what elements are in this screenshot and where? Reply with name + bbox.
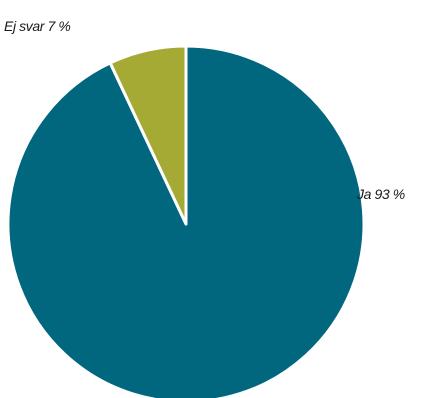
pie-slice-ej-svar	[108, 44, 188, 226]
slice-label-ja: Ja 93 %	[356, 186, 405, 202]
pie-slices	[6, 44, 366, 398]
slice-label-ej-svar: Ej svar 7 %	[4, 18, 70, 34]
